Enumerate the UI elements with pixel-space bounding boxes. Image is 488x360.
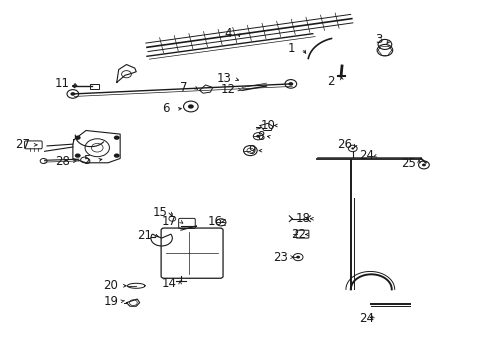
Text: 5: 5 bbox=[82, 154, 90, 167]
Circle shape bbox=[350, 147, 353, 149]
Text: 21: 21 bbox=[137, 229, 152, 242]
Text: 23: 23 bbox=[272, 251, 287, 264]
Text: 9: 9 bbox=[248, 144, 256, 157]
Circle shape bbox=[75, 135, 81, 140]
Text: 2: 2 bbox=[327, 75, 334, 88]
Circle shape bbox=[288, 82, 293, 86]
Text: 19: 19 bbox=[103, 295, 118, 308]
Text: 22: 22 bbox=[290, 228, 305, 241]
Circle shape bbox=[296, 256, 300, 258]
Circle shape bbox=[70, 92, 75, 96]
Text: 20: 20 bbox=[103, 279, 118, 292]
Text: 24: 24 bbox=[358, 311, 373, 325]
Text: 28: 28 bbox=[55, 155, 69, 168]
Text: 18: 18 bbox=[295, 212, 310, 225]
Text: 16: 16 bbox=[207, 215, 223, 228]
Text: 14: 14 bbox=[162, 277, 177, 290]
Text: 6: 6 bbox=[162, 103, 169, 116]
Text: 4: 4 bbox=[224, 27, 231, 40]
Text: 13: 13 bbox=[216, 72, 231, 85]
Text: 8: 8 bbox=[256, 130, 264, 144]
Circle shape bbox=[114, 135, 120, 140]
Text: 25: 25 bbox=[400, 157, 415, 170]
Circle shape bbox=[114, 153, 120, 158]
Text: 7: 7 bbox=[180, 81, 187, 94]
Text: 15: 15 bbox=[152, 207, 167, 220]
Text: 10: 10 bbox=[260, 119, 275, 132]
Circle shape bbox=[256, 135, 260, 138]
Text: 26: 26 bbox=[337, 138, 352, 151]
Text: 3: 3 bbox=[375, 33, 382, 46]
Text: 17: 17 bbox=[162, 215, 177, 228]
Circle shape bbox=[187, 104, 193, 109]
Text: 12: 12 bbox=[220, 83, 235, 96]
Circle shape bbox=[421, 163, 425, 166]
Text: 27: 27 bbox=[16, 138, 31, 151]
Circle shape bbox=[75, 153, 81, 158]
Text: 1: 1 bbox=[287, 41, 294, 54]
Text: 24: 24 bbox=[358, 149, 373, 162]
Text: 11: 11 bbox=[55, 77, 69, 90]
